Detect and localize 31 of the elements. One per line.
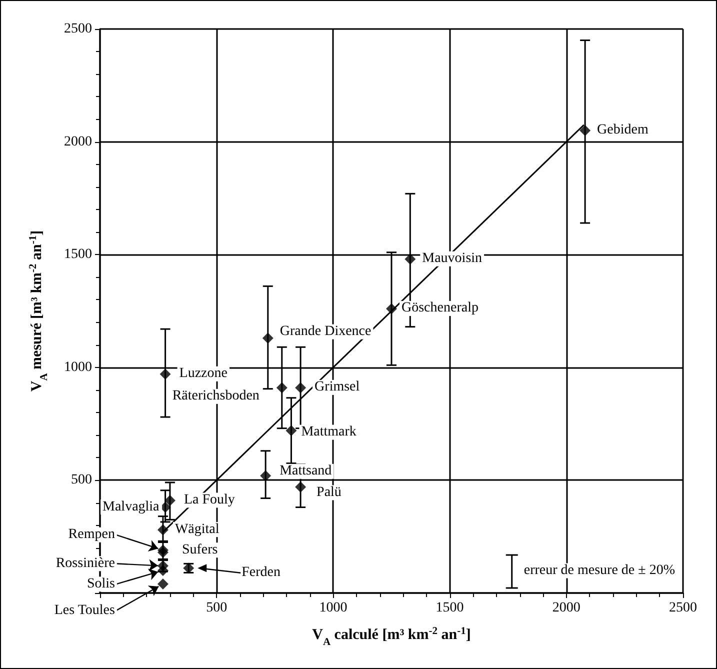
- x-tick-label: 2500: [669, 600, 697, 616]
- annotation: Rempen: [68, 527, 115, 542]
- annotation: erreur de mesure de ± 20%: [524, 563, 676, 578]
- y-tick-label: 1000: [64, 360, 92, 375]
- annotation: Grimsel: [314, 380, 360, 395]
- x-tick-label: 1500: [436, 600, 464, 616]
- y-tick-label: 500: [71, 472, 92, 488]
- annotation: Wägital: [174, 522, 220, 538]
- annotation: Grande Dixence: [280, 324, 372, 340]
- annotation: Ferden: [242, 565, 281, 580]
- annotation: Räterichsboden: [172, 388, 260, 404]
- x-axis-title: V$_{A}$ calculé [m³ km$^{-2}$ an$^{-1}$]: [312, 626, 471, 648]
- annotation: Solis: [86, 576, 115, 592]
- annotation: Göscheneralp: [402, 300, 478, 316]
- y-tick-label: 1500: [64, 247, 92, 262]
- x-tick-label: 1000: [319, 600, 348, 616]
- annotation: Rossinière: [56, 556, 115, 572]
- annotation: Les Toules: [54, 603, 115, 618]
- annotation: Gebidem: [597, 122, 648, 138]
- x-tick-label: 2000: [552, 600, 580, 616]
- y-tick-label: 2500: [64, 22, 92, 36]
- annotation: Mattsand: [280, 464, 332, 479]
- annotation: Palü: [316, 485, 342, 500]
- annotation: La Fouly: [184, 492, 235, 508]
- y-tick-label: 2000: [64, 134, 92, 150]
- annotation: Sufers: [182, 542, 218, 558]
- annotation: Malvaglia: [102, 499, 160, 514]
- x-tick-label: 500: [206, 600, 228, 616]
- annotation: Mattmark: [301, 424, 356, 440]
- annotation: Luzzone: [179, 366, 228, 382]
- annotation: Mauvoisin: [422, 251, 482, 266]
